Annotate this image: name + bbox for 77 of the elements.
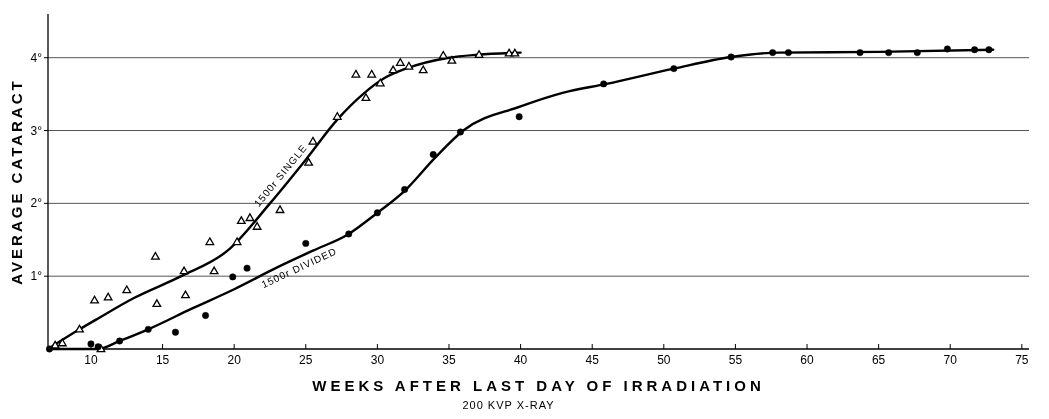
point: [75, 324, 84, 333]
x-tick-label: 55: [728, 353, 743, 367]
point: [205, 237, 215, 246]
point: [45, 345, 53, 353]
point: [209, 266, 219, 275]
y-tick-label: 4°: [30, 50, 43, 65]
point: [229, 273, 237, 281]
point: [345, 230, 353, 238]
point: [373, 209, 381, 217]
point: [418, 65, 428, 74]
y-axis-title: AVERAGE CATARACT: [8, 78, 25, 285]
x-tick-label: 30: [370, 353, 385, 367]
point: [351, 69, 361, 78]
x-tick-label: 20: [227, 353, 242, 367]
point: [401, 186, 409, 193]
point: [232, 237, 242, 246]
point: [179, 266, 189, 275]
point: [150, 251, 160, 260]
point: [57, 338, 67, 347]
y-tick-label: 3°: [30, 123, 43, 138]
y-tick-label: 2°: [30, 196, 43, 211]
x-tick-label: 25: [299, 353, 313, 367]
point: [943, 45, 951, 53]
point: [361, 93, 371, 101]
point: [404, 61, 414, 70]
x-tick-label: 10: [84, 353, 98, 367]
point: [600, 80, 608, 88]
point: [727, 53, 735, 61]
point: [885, 49, 893, 57]
point: [202, 312, 209, 319]
point: [308, 136, 318, 145]
point: [152, 299, 162, 308]
point: [243, 264, 251, 272]
point: [252, 222, 262, 230]
point: [395, 58, 405, 67]
point: [971, 46, 979, 54]
point: [670, 65, 678, 73]
point: [245, 213, 255, 222]
point: [438, 50, 448, 59]
x-axis-title: WEEKS AFTER LAST DAY OF IRRADIATION: [312, 377, 765, 394]
point: [474, 50, 484, 59]
point: [236, 216, 246, 225]
x-tick-label: 65: [871, 353, 886, 367]
point: [103, 292, 113, 301]
point: [429, 151, 437, 158]
point: [172, 328, 179, 336]
point: [90, 295, 99, 304]
x-tick-label: 15: [155, 353, 170, 367]
point: [144, 325, 152, 333]
point: [447, 55, 457, 64]
point: [913, 49, 921, 57]
point: [332, 112, 342, 120]
point: [784, 49, 792, 57]
x-tick-label: 75: [1015, 353, 1029, 367]
text: 200 KVP X-RAY: [462, 399, 555, 411]
point: [457, 128, 464, 136]
point: [985, 46, 993, 54]
point: [116, 337, 124, 345]
x-tick-label: 45: [585, 353, 600, 367]
x-tick-label: 40: [513, 353, 528, 367]
y-tick-label: 1°: [30, 269, 43, 284]
point: [302, 239, 310, 247]
point: [388, 65, 398, 74]
x-tick-label: 70: [943, 353, 958, 367]
point: [122, 285, 132, 294]
point: [375, 78, 385, 87]
point: [367, 69, 377, 78]
point: [856, 49, 864, 57]
x-tick-label: 35: [442, 353, 456, 367]
point: [515, 113, 523, 121]
x-tick-label: 60: [800, 353, 815, 367]
point: [181, 290, 190, 299]
point: [94, 343, 102, 351]
point: [510, 48, 520, 57]
point: [275, 205, 285, 214]
x-tick-label: 50: [657, 353, 671, 367]
point: [769, 49, 777, 57]
